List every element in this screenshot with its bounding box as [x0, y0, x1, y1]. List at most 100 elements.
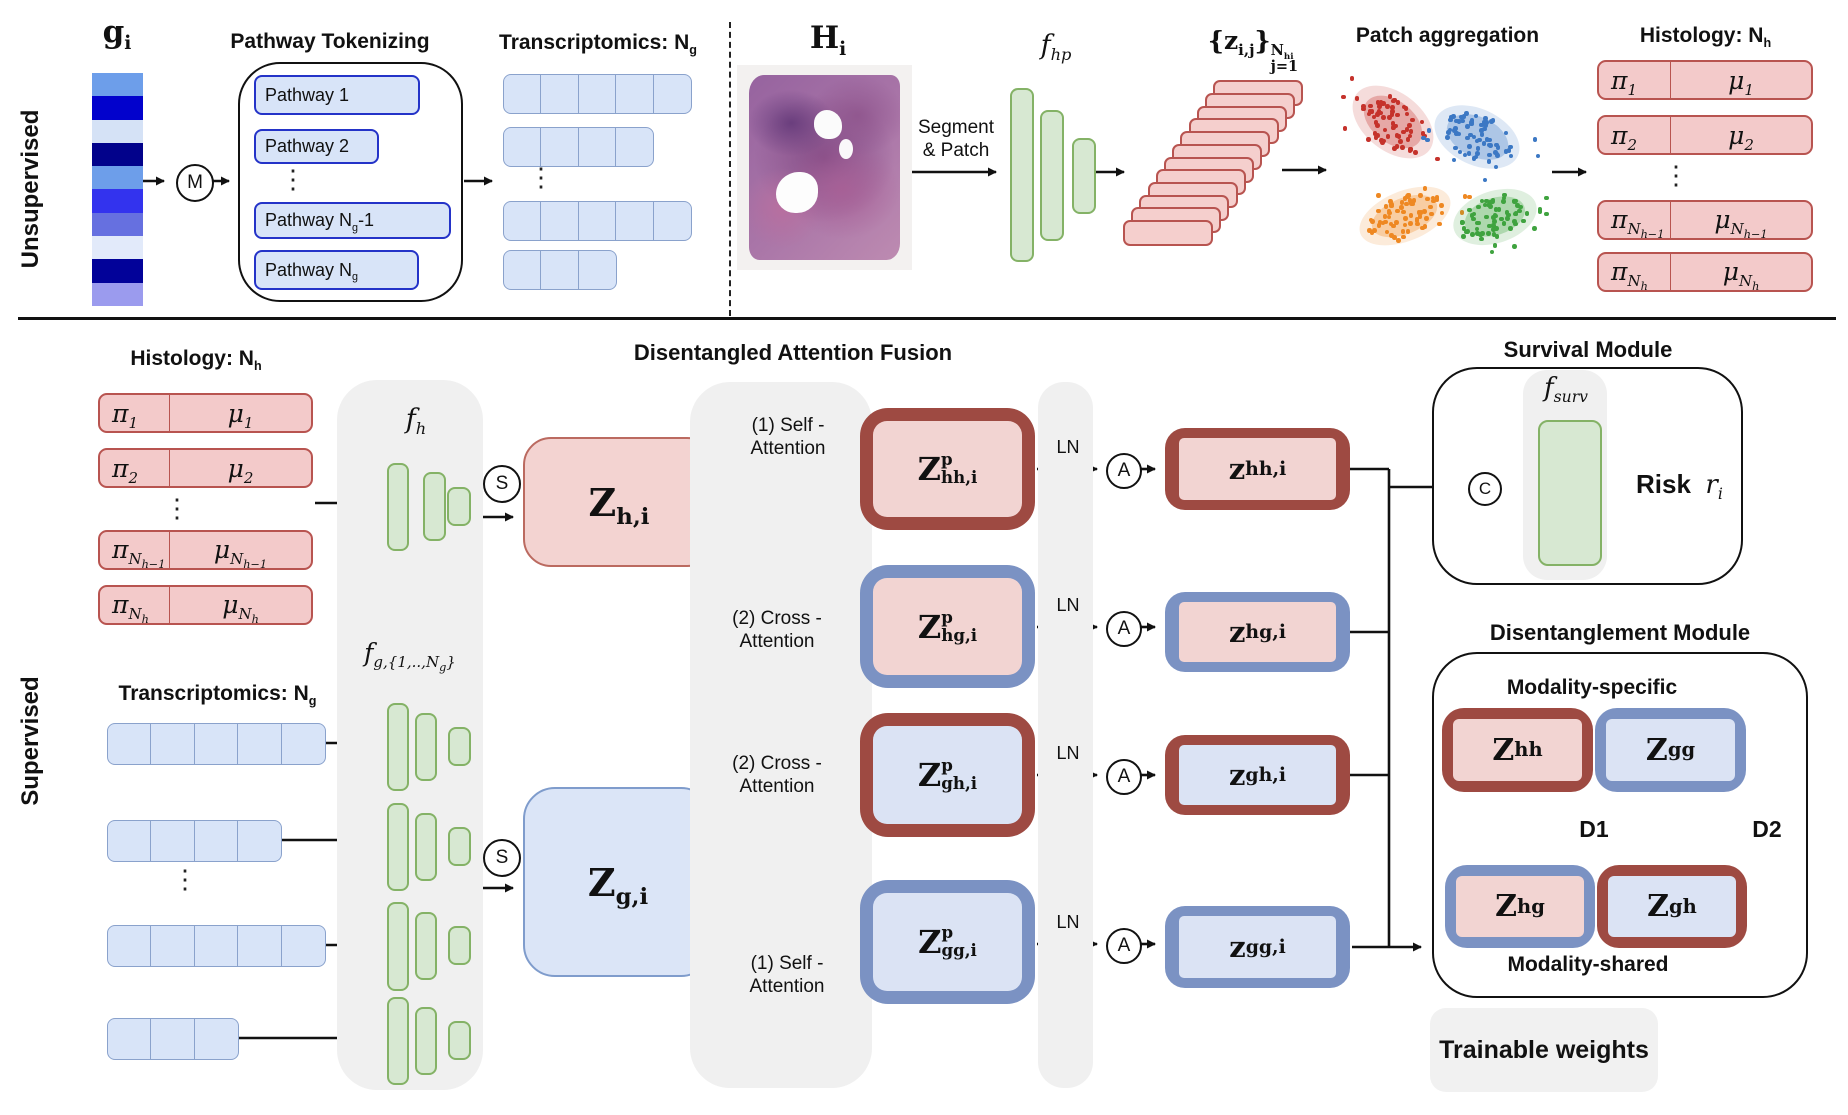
gene-expression-cell [92, 96, 143, 120]
modality-shared-label: Modality-shared [1507, 953, 1669, 976]
token-cell [193, 1018, 239, 1060]
token-cell [503, 201, 542, 241]
cluster-dot [1491, 219, 1497, 224]
cluster-dot [1479, 122, 1485, 128]
cluster-dot [1401, 129, 1406, 135]
cluster-dot [1495, 153, 1500, 158]
cluster-dot [1484, 214, 1489, 220]
gene-expression-cell [92, 282, 143, 306]
cluster-dot [1389, 202, 1394, 207]
cluster-dot [1486, 159, 1492, 164]
cluster-dot [1475, 150, 1480, 156]
cluster-dot [1401, 104, 1407, 110]
cluster-dot [1484, 137, 1490, 142]
histology-token-row: π1 μ1 [1597, 60, 1813, 100]
cluster-dot [1477, 137, 1482, 143]
cluster-dot [1385, 133, 1391, 139]
cluster-dot [1447, 127, 1453, 133]
cluster-dot [1471, 216, 1476, 222]
cluster-dot [1448, 115, 1454, 120]
cluster-dot [1407, 148, 1413, 154]
histology-token-row: π1 μ1 [98, 393, 313, 433]
cluster-dot [1407, 198, 1413, 203]
cluster-dot [1488, 204, 1493, 209]
token-cell [652, 74, 692, 114]
cluster-dot [1408, 129, 1414, 134]
encoder-bar [1040, 110, 1064, 241]
cluster-dot [1483, 116, 1488, 121]
encoder-bar [415, 813, 437, 881]
cluster-dot [1395, 208, 1400, 214]
gene-expression-cell [92, 166, 143, 190]
ellipsis-dots: ⋮ [280, 164, 306, 194]
horizontal-divider [18, 317, 1836, 320]
cluster-dot [1492, 243, 1498, 248]
cluster-dot [1494, 142, 1499, 148]
token-cell [577, 127, 617, 167]
cluster-dot [1403, 216, 1408, 222]
cluster-dot [1492, 212, 1498, 218]
cluster-dot [1524, 211, 1530, 216]
cluster-dot [1501, 221, 1507, 226]
cluster-dot [1490, 118, 1496, 123]
cluster-dot [1511, 244, 1517, 249]
cluster-dot [1378, 99, 1384, 105]
cluster-dot [1544, 195, 1549, 201]
cluster-dot [1390, 121, 1396, 126]
encoder-bar [1072, 138, 1096, 214]
encoder-bar [387, 703, 409, 791]
pathway-tokenizing-title: Pathway Tokenizing [230, 30, 430, 53]
cluster-dot [1508, 226, 1513, 231]
cluster-dot [1487, 137, 1493, 143]
encoder-bar [387, 902, 409, 991]
cluster-dot [1499, 216, 1504, 222]
cluster-dot [1471, 211, 1477, 217]
cluster-dot [1342, 126, 1348, 131]
cluster-dot [1388, 221, 1394, 227]
cluster-dot [1408, 213, 1414, 218]
cluster-dot [1402, 222, 1408, 228]
cluster-dot [1407, 220, 1413, 226]
cluster-dot [1480, 231, 1486, 236]
cluster-dot [1503, 149, 1509, 154]
cluster-dot [1457, 149, 1463, 155]
cluster-dot [1465, 124, 1470, 129]
cluster-dot [1420, 135, 1426, 141]
token-cell [615, 201, 655, 241]
cluster-dot [1482, 126, 1488, 132]
token-cell [150, 820, 196, 862]
aggregation-node: A [1106, 928, 1142, 964]
cluster-dot [1461, 234, 1467, 239]
cluster-dot [1490, 199, 1495, 204]
cluster-dot [1451, 157, 1457, 163]
cluster-dot [1467, 194, 1472, 200]
token-cell [150, 1018, 196, 1060]
patch-embedding-set-label: {zi,j} Nhi j=1 [1207, 26, 1299, 75]
cluster-dot [1474, 138, 1480, 144]
z-gh-box: z gh,i [1165, 735, 1350, 815]
cluster-dot [1467, 207, 1473, 213]
pathway-item: Pathway 2 [254, 129, 379, 164]
cluster-dot [1385, 104, 1390, 109]
cluster-dot [1512, 199, 1517, 204]
cluster-dot [1426, 128, 1432, 133]
cluster-dot [1380, 140, 1385, 145]
segment-patch-label: Segment & Patch [917, 117, 995, 161]
cluster-dot [1471, 156, 1477, 161]
token-cell [193, 723, 239, 765]
ellipsis-dots: ⋮ [528, 162, 554, 192]
ellipsis-dots: ⋮ [172, 864, 198, 894]
cluster-dot [1514, 202, 1520, 208]
cluster-dot [1420, 131, 1426, 136]
transcriptomics-token-row [503, 74, 692, 114]
histology-token-row: πNh−1 μNh−1 [98, 530, 313, 570]
distance-d2-label: D2 [1752, 816, 1782, 842]
cluster-dot [1465, 135, 1470, 141]
token-cell [107, 925, 152, 967]
gene-expression-cell [92, 212, 143, 237]
cluster-dot [1453, 145, 1459, 151]
cluster-dot [1393, 220, 1399, 225]
